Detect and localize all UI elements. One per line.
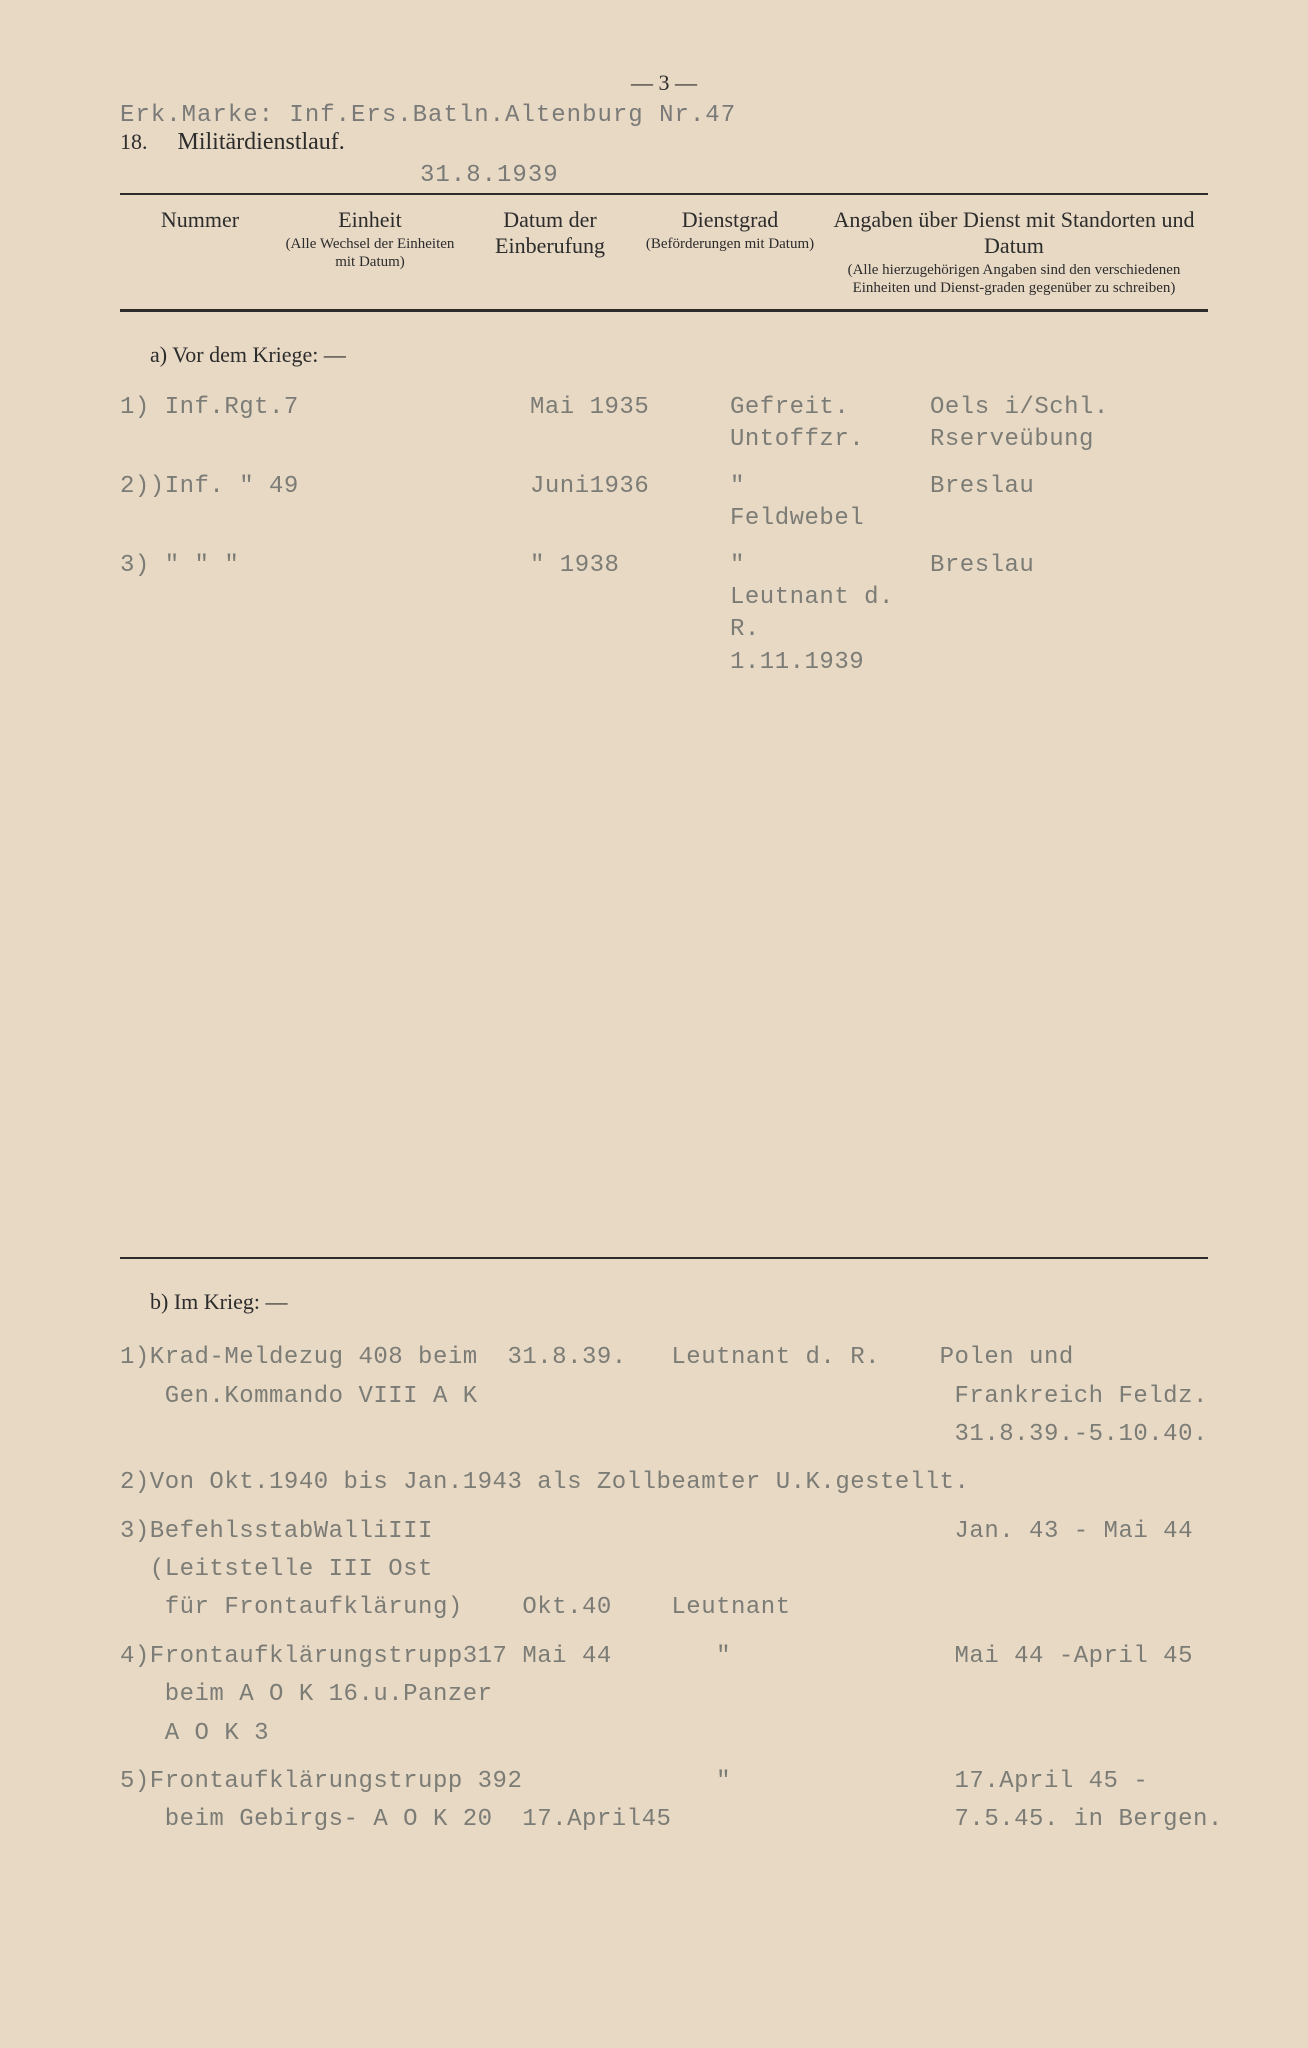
page-number: — 3 — <box>120 70 1208 96</box>
col2-header: Einheit (Alle Wechsel der Einheiten mit … <box>280 207 460 297</box>
col1-header: Nummer <box>120 207 280 297</box>
cell-rank: " Leutnant d. R. 1.11.1939 <box>730 550 930 680</box>
rule-thick <box>120 309 1208 312</box>
cell-date: Mai 1935 <box>530 392 730 457</box>
cell-unit: 1) Inf.Rgt.7 <box>120 392 330 457</box>
table-row: 5)Frontaufklärungstrupp 392 " 17.April 4… <box>120 1763 1208 1840</box>
table-row: 2)Von Okt.1940 bis Jan.1943 als Zollbeam… <box>120 1464 1208 1502</box>
document-page: — 3 — Erk.Marke: Inf.Ers.Batln.Altenburg… <box>0 0 1308 2048</box>
cell-remarks: Breslau <box>930 471 1208 536</box>
col3-header: Datum der Einberufung <box>460 207 640 297</box>
table-row: 1) Inf.Rgt.7 Mai 1935 Gefreit. Untoffzr.… <box>120 392 1208 457</box>
table-row: 1)Krad-Meldezug 408 beim 31.8.39. Leutna… <box>120 1339 1208 1454</box>
cell-rank: Gefreit. Untoffzr. <box>730 392 930 457</box>
section-header: 18. Militärdienstlauf. <box>120 129 1208 156</box>
cell-blank <box>330 550 530 680</box>
cell-rank: " Feldwebel <box>730 471 930 536</box>
table-row: 3) " " " " 1938 " Leutnant d. R. 1.11.19… <box>120 550 1208 680</box>
column-headers: Nummer Einheit (Alle Wechsel der Einheit… <box>120 199 1208 303</box>
table-row: 2))Inf. " 49 Juni1936 " Feldwebel Bresla… <box>120 471 1208 536</box>
cell-date: Juni1936 <box>530 471 730 536</box>
rule-top <box>120 193 1208 195</box>
rule-mid <box>120 1257 1208 1259</box>
section-b-label: b) Im Krieg: — <box>150 1289 1208 1315</box>
cell-unit: 2))Inf. " 49 <box>120 471 330 536</box>
cell-unit: 3) " " " <box>120 550 330 680</box>
item-label: Militärdienstlauf. <box>178 129 345 156</box>
cell-blank <box>330 392 530 457</box>
erk-marke-line: Erk.Marke: Inf.Ers.Batln.Altenburg Nr.47 <box>120 102 1208 129</box>
item-number: 18. <box>120 129 148 155</box>
table-row: 4)Frontaufklärungstrupp317 Mai 44 " Mai … <box>120 1638 1208 1753</box>
cell-blank <box>330 471 530 536</box>
top-date: 31.8.1939 <box>420 162 1208 189</box>
cell-date: " 1938 <box>530 550 730 680</box>
section-a-label: a) Vor dem Kriege: — <box>150 342 1208 368</box>
vertical-gap <box>120 693 1208 1253</box>
table-row: 3)BefehlsstabWalliIII Jan. 43 - Mai 44 (… <box>120 1513 1208 1628</box>
col4-header: Dienstgrad (Beförderungen mit Datum) <box>640 207 820 297</box>
col5-header: Angaben über Dienst mit Standorten und D… <box>820 207 1208 297</box>
cell-remarks: Oels i/Schl. Rserveübung <box>930 392 1208 457</box>
cell-remarks: Breslau <box>930 550 1208 680</box>
